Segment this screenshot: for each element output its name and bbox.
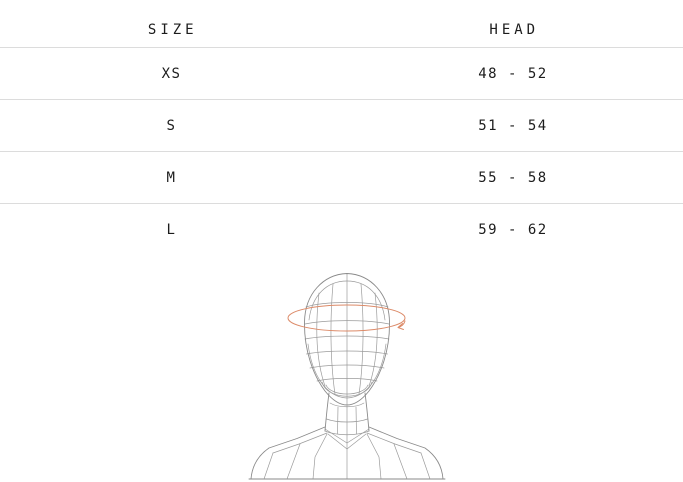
size-cell: S	[166, 117, 177, 134]
column-header-head: HEAD	[489, 21, 540, 38]
head-wireframe-illustration	[248, 273, 446, 480]
table-header-row: SIZE HEAD	[0, 0, 683, 48]
column-header-size: SIZE	[147, 21, 198, 38]
head-range-cell: 48 - 52	[478, 65, 548, 82]
size-cell: L	[166, 222, 177, 238]
head-range-cell: 51 - 54	[478, 117, 548, 134]
size-cell: XS	[161, 65, 182, 82]
table-row-l: L 59 - 62	[0, 204, 683, 256]
table-row-m: M 55 - 58	[0, 152, 683, 204]
table-row-s: S 51 - 54	[0, 100, 683, 152]
head-measure-ellipse	[287, 304, 406, 332]
size-cell: M	[166, 169, 177, 186]
head-range-cell: 55 - 58	[478, 169, 548, 186]
wireframe-outline	[248, 273, 446, 480]
wireframe-mesh	[263, 273, 431, 480]
size-chart-table: SIZE HEAD XS 48 - 52 S 51 - 54 M 55 - 58…	[0, 0, 683, 256]
measure-arrowhead	[397, 320, 406, 330]
table-row-xs: XS 48 - 52	[0, 48, 683, 100]
size-guide-figure	[0, 258, 683, 482]
head-range-cell: 59 - 62	[478, 222, 548, 238]
